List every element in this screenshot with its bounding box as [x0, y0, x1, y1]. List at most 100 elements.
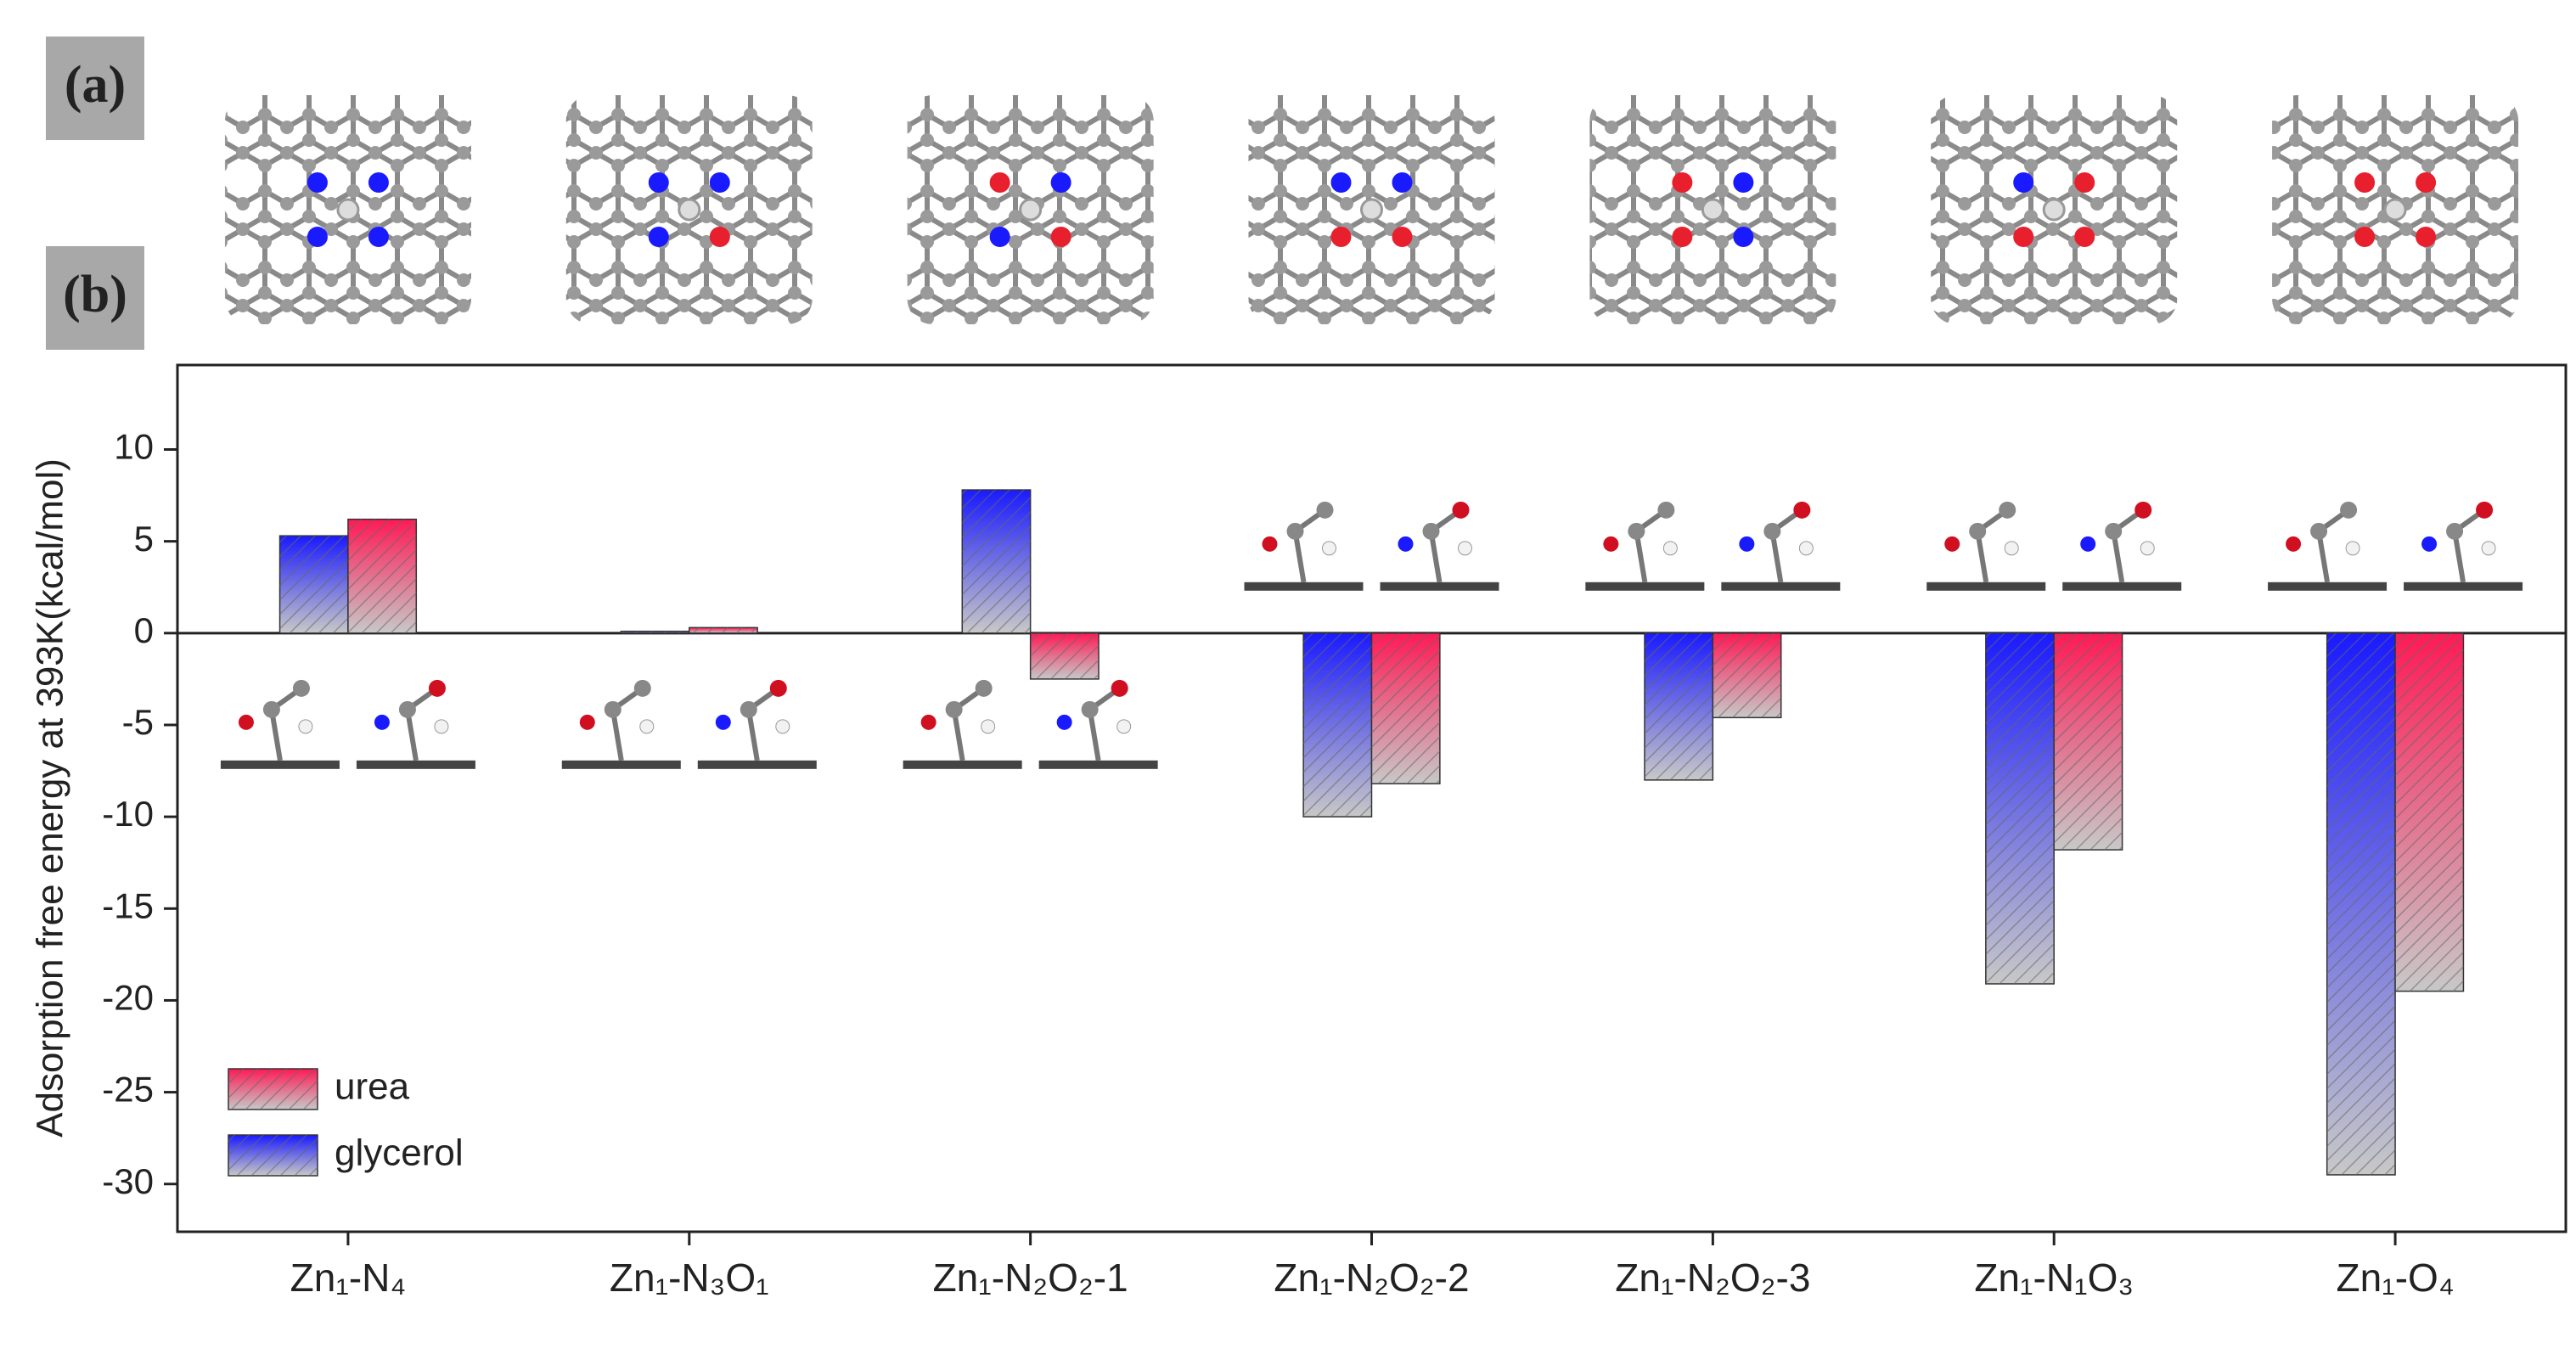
atom	[604, 700, 622, 718]
y-axis-label: Adsorption free energy at 393K(kcal/mol)	[30, 458, 71, 1138]
atom	[715, 714, 731, 730]
dopant-atom	[2354, 172, 2376, 193]
bar-hatch	[962, 490, 1031, 633]
panel-label: (b)	[63, 266, 127, 323]
atom	[981, 719, 996, 734]
dopant-atom	[1672, 172, 1693, 193]
atom	[2446, 522, 2464, 540]
y-tick-label: -25	[102, 1070, 154, 1110]
slab	[1585, 581, 1705, 591]
y-tick-label: -20	[102, 978, 154, 1018]
y-tick-label: 0	[134, 610, 154, 650]
bar-hatch	[1030, 632, 1100, 679]
x-tick-label: Zn₁-N₂O₂-1	[933, 1256, 1128, 1300]
dopant-atom	[1733, 172, 1754, 193]
atom	[1316, 501, 1334, 519]
atom	[920, 714, 936, 730]
y-tick-label: -5	[122, 702, 154, 742]
bond	[404, 709, 419, 761]
slab	[1038, 760, 1158, 769]
dopant-atom	[1330, 172, 1352, 193]
y-tick-label: 10	[114, 427, 154, 467]
dopant-atom	[307, 227, 328, 247]
metal-atom	[1019, 198, 1043, 222]
dopant-atom	[2013, 172, 2034, 193]
atom	[1763, 522, 1781, 540]
dopant-atom	[1672, 227, 1693, 247]
bar-hatch	[2054, 632, 2123, 851]
atom	[1398, 536, 1414, 552]
slab	[220, 760, 340, 769]
slab	[697, 760, 817, 769]
atom	[1657, 501, 1675, 519]
atom	[1422, 522, 1440, 540]
slab	[1380, 581, 1499, 591]
atom	[298, 719, 313, 734]
dopant-atom	[1330, 227, 1352, 247]
bond	[951, 709, 965, 761]
x-tick-label: Zn₁-N₃O₁	[610, 1256, 769, 1300]
atom	[1739, 536, 1755, 552]
bond	[1634, 531, 1648, 583]
panel-box	[46, 246, 144, 350]
legend-swatch-hatch	[228, 1135, 318, 1176]
atom	[1793, 501, 1811, 519]
x-tick-label: Zn₁-O₄	[2337, 1256, 2455, 1300]
bond	[1428, 531, 1443, 583]
legend-label: glycerol	[335, 1132, 464, 1174]
atom	[2345, 541, 2360, 556]
bond	[610, 709, 624, 761]
dopant-atom	[1392, 172, 1413, 193]
atom	[2105, 522, 2123, 540]
dopant-atom	[989, 172, 1010, 193]
metal-atom	[1701, 198, 1724, 222]
atom	[775, 719, 790, 734]
metal-atom	[336, 198, 360, 222]
bar-hatch	[2395, 632, 2464, 992]
atom	[374, 714, 390, 730]
x-tick-label: Zn₁-N₂O₂-3	[1615, 1256, 1810, 1300]
atom	[2140, 541, 2155, 556]
atom	[238, 714, 254, 730]
atom	[1798, 541, 1814, 556]
panel-label: (a)	[65, 56, 126, 114]
atom	[1452, 501, 1470, 519]
y-tick-label: 5	[134, 519, 154, 559]
y-tick-label: -15	[102, 885, 154, 925]
atom	[740, 700, 757, 718]
bar-hatch	[347, 519, 417, 633]
atom	[292, 679, 310, 697]
dopant-atom	[368, 227, 389, 247]
atom	[1603, 536, 1619, 552]
bond	[268, 709, 283, 761]
legend-swatch-hatch	[228, 1069, 318, 1110]
atom	[639, 719, 655, 734]
slab	[2404, 581, 2523, 591]
dopant-atom	[368, 172, 389, 193]
atom	[398, 700, 416, 718]
atom	[1111, 679, 1128, 697]
bar-hatch	[621, 631, 689, 633]
dopant-atom	[2416, 172, 2437, 193]
dopant-atom	[2416, 227, 2437, 247]
atom	[2004, 541, 2019, 556]
bar-hatch	[1371, 632, 1440, 784]
bar-hatch	[1303, 632, 1372, 817]
dopant-atom	[648, 172, 669, 193]
atom	[2340, 501, 2358, 519]
metal-atom	[678, 198, 701, 222]
bar-hatch	[2326, 632, 2396, 1175]
legend-label: urea	[335, 1066, 410, 1108]
atom	[633, 679, 651, 697]
x-tick-label: Zn₁-N₁O₃	[1974, 1256, 2134, 1300]
slab	[903, 760, 1022, 769]
bond	[1975, 531, 1989, 583]
bar-hatch	[1644, 632, 1713, 780]
dopant-atom	[709, 227, 730, 247]
dopant-atom	[648, 227, 669, 247]
bond	[2316, 531, 2331, 583]
x-tick-label: Zn₁-N₄	[290, 1256, 407, 1300]
dopant-atom	[2354, 227, 2376, 247]
atom	[428, 679, 446, 697]
y-tick-label: -10	[102, 794, 154, 834]
